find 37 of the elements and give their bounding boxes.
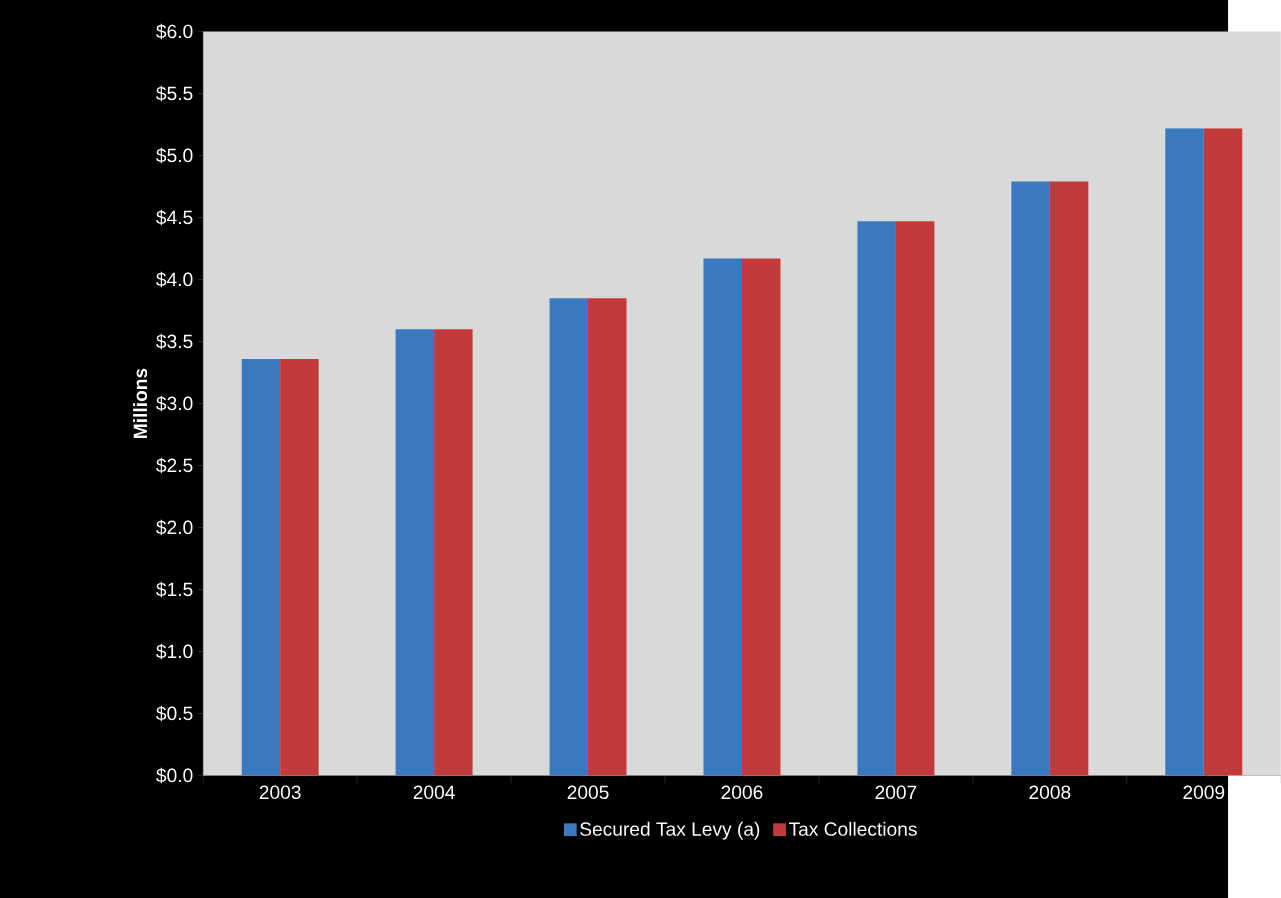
bar [549,298,589,776]
legend-label: Secured Tax Levy (a) [580,821,760,840]
y-tick-label: $4.0 [156,271,193,288]
y-tick-label: $1.0 [156,643,193,660]
bar [1011,181,1050,776]
y-axis-title: Millions [133,368,148,438]
bar [741,258,781,776]
bar [1049,181,1089,776]
x-tick-label: 2009 [1183,785,1225,799]
bar [241,358,281,776]
bar [703,258,742,776]
y-tick-label: $2.5 [156,457,193,474]
x-tick-label: 2004 [413,785,455,799]
bar [395,329,435,776]
legend-label: Tax Collections [788,821,917,836]
y-tick-label: $3.0 [156,395,193,412]
x-tick-label: 2006 [721,785,763,799]
x-tick-label: 2003 [259,785,301,799]
bar [857,221,896,776]
x-tick-label: 2008 [1029,785,1071,799]
x-tick-label: 2005 [567,785,609,799]
y-tick-label: $2.0 [156,519,193,536]
y-tick-label: $3.5 [156,333,193,350]
y-tick-label: $5.0 [156,147,193,164]
y-tick-label: $6.0 [156,23,193,40]
y-tick-label: $4.5 [156,209,193,226]
y-tick-label: $0.5 [156,705,193,722]
bar [280,358,319,776]
bar [1165,128,1204,776]
y-tick-label: $5.5 [156,85,193,102]
y-tick-label: $1.5 [156,581,193,598]
bar [895,221,935,776]
bar [1203,128,1243,776]
y-tick-label: $0.0 [156,767,193,784]
x-tick-label: 2007 [875,785,917,799]
bar [434,329,473,776]
bar [588,298,627,776]
